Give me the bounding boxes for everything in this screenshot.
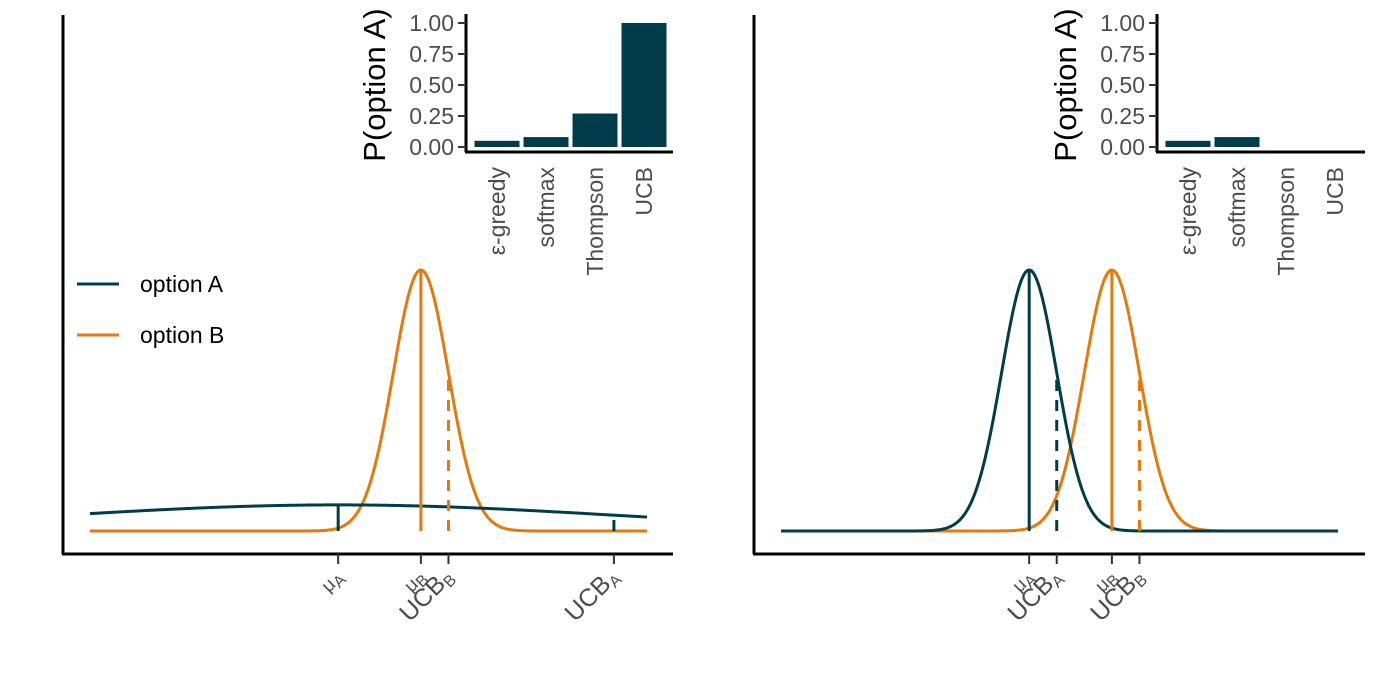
right-inset-y-tick-label: 0.00: [1100, 134, 1145, 160]
left-inset-y-tick-label: 0.25: [409, 103, 454, 129]
left-inset-y-tick-label: 0.50: [409, 72, 454, 98]
legend-label-option-b: option B: [140, 322, 224, 348]
legend: option A option B: [77, 271, 224, 348]
right-curve-option-a: [781, 268, 1338, 533]
right-density-curves: [781, 268, 1338, 533]
left-x-tick-label: μA: [318, 566, 350, 598]
right-inset-x-tick-label: ε-greedy: [1175, 167, 1201, 256]
left-inset-x-tick-label: Thompson: [582, 167, 608, 276]
right-inset-bar-1: [1214, 137, 1260, 147]
left-inset-bar-chart: 0.00 0.25 0.50 0.75 1.00 P(option A) ε-greedy s…: [357, 8, 673, 276]
legend-label-option-a: option A: [140, 271, 224, 297]
right-inset-y-tick-label: 1.00: [1100, 10, 1145, 36]
left-curve-option-a: [89, 503, 648, 519]
right-x-tick-label: UCBB: [1085, 562, 1151, 628]
right-inset-y-tick-label: 0.75: [1100, 41, 1145, 67]
left-inset-bar-3: [621, 23, 667, 147]
right-inset-x-tick-label: softmax: [1224, 167, 1250, 248]
left-inset-x-tick-label: UCB: [631, 167, 657, 216]
right-inset-x-tick-label: UCB: [1322, 167, 1348, 216]
right-inset-x-tick-label: Thompson: [1273, 167, 1299, 276]
right-x-tick-label: UCBA: [1002, 562, 1068, 628]
left-inset-x-tick-label: softmax: [533, 167, 559, 248]
left-markers: [336, 270, 616, 531]
left-inset-y-tick-label: 0.75: [409, 41, 454, 67]
right-inset-y-tick-label: 0.50: [1100, 72, 1145, 98]
left-inset-y-label: P(option A): [357, 8, 392, 161]
left-inset-y-tick-label: 0.00: [409, 134, 454, 160]
left-x-tick-label: UCBB: [394, 562, 460, 628]
left-density-curves: [89, 268, 648, 533]
right-inset-bar-0: [1165, 140, 1211, 147]
left-curve-option-b: [90, 268, 647, 533]
left-inset-x-tick-label: ε-greedy: [484, 167, 510, 256]
right-inset-y-label: P(option A): [1048, 8, 1083, 161]
right-inset-y-tick-label: 0.25: [1100, 103, 1145, 129]
left-inset-y-tick-label: 1.00: [409, 10, 454, 36]
right-curve-option-b: [781, 268, 1338, 533]
left-inset-bar-1: [523, 137, 569, 147]
right-inset-bar-chart: 0.00 0.25 0.50 0.75 1.00 P(option A) ε-greedy s…: [1048, 8, 1365, 276]
left-inset-bar-0: [474, 140, 520, 147]
left-inset-bar-2: [572, 113, 618, 147]
right-markers: [1027, 270, 1141, 531]
left-x-tick-label: UCBA: [559, 562, 625, 628]
